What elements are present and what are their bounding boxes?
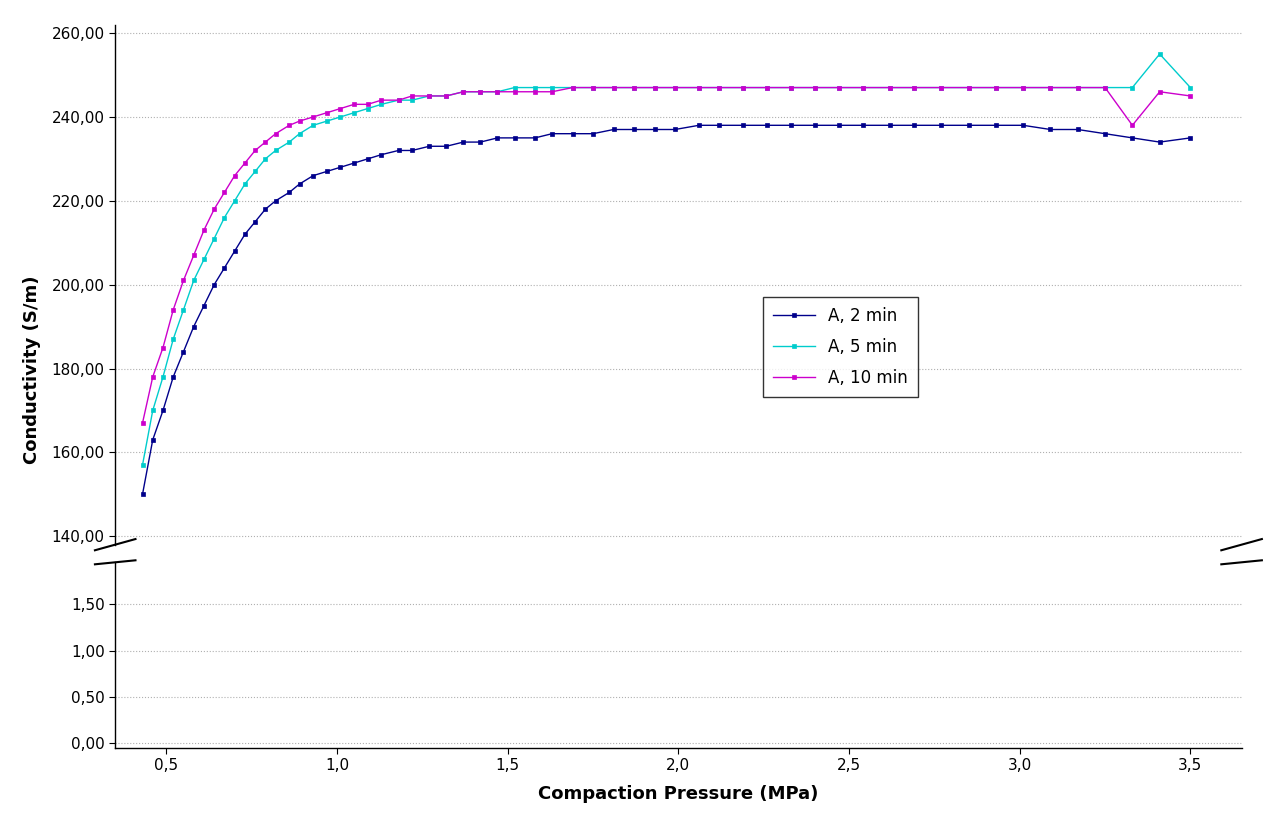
Line: A, 5 min: A, 5 min	[140, 52, 1193, 468]
A, 5 min	[691, 83, 707, 93]
A, 10 min	[564, 83, 580, 93]
A, 2 min	[808, 120, 823, 130]
A, 2 min	[712, 120, 727, 130]
Text: Conductivity (S/m): Conductivity (S/m)	[23, 275, 41, 464]
A, 10 min	[712, 83, 727, 93]
A, 5 min	[134, 460, 150, 470]
A, 10 min	[268, 129, 283, 139]
A, 5 min	[1152, 49, 1167, 59]
A, 10 min	[808, 83, 823, 93]
Line: A, 2 min: A, 2 min	[140, 122, 1193, 496]
A, 5 min	[1183, 83, 1198, 93]
A, 10 min	[1183, 91, 1198, 101]
A, 10 min	[282, 120, 297, 130]
A, 5 min	[282, 137, 297, 147]
A, 2 min	[282, 187, 297, 197]
A, 5 min	[933, 83, 948, 93]
A, 10 min	[134, 418, 150, 428]
A, 10 min	[1125, 120, 1140, 130]
A, 5 min	[268, 145, 283, 155]
A, 5 min	[783, 83, 799, 93]
A, 2 min	[268, 196, 283, 206]
Line: A, 10 min: A, 10 min	[140, 85, 1193, 426]
X-axis label: Compaction Pressure (MPa): Compaction Pressure (MPa)	[538, 784, 819, 802]
A, 2 min	[961, 120, 977, 130]
Legend: A, 2 min, A, 5 min, A, 10 min: A, 2 min, A, 5 min, A, 10 min	[763, 297, 918, 397]
A, 10 min	[961, 83, 977, 93]
A, 2 min	[691, 120, 707, 130]
A, 2 min	[1183, 133, 1198, 143]
A, 2 min	[134, 489, 150, 499]
A, 2 min	[1125, 133, 1140, 143]
A, 5 min	[1097, 83, 1112, 93]
